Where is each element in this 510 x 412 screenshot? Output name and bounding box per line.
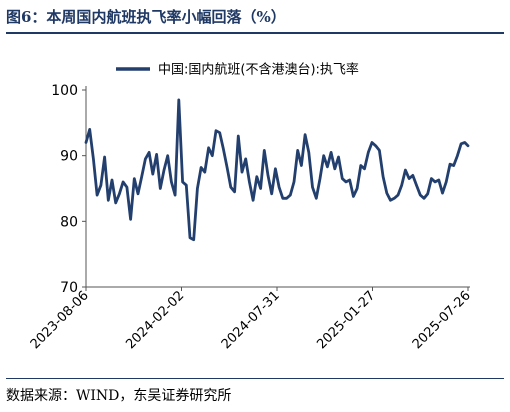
y-tick-label: 100 xyxy=(51,83,78,99)
legend-label: 中国:国内航班(不含港澳台):执飞率 xyxy=(158,62,359,78)
figure-title: 图6：本周国内航班执飞率小幅回落（%） xyxy=(6,8,286,26)
data-source-note: 数据来源：WIND，东吴证券研究所 xyxy=(6,388,232,404)
chart-series xyxy=(84,98,470,242)
chart-axes xyxy=(85,86,470,288)
y-tick-label: 90 xyxy=(60,149,78,165)
x-tick-label: 2025-07-26 xyxy=(410,288,474,352)
x-tick-label: 2024-02-02 xyxy=(123,288,187,352)
x-tick-label: 2023-08-06 xyxy=(28,288,92,352)
y-axis-ticks: 70 80 90 100 xyxy=(51,83,86,296)
y-tick-label: 80 xyxy=(60,214,78,230)
chart-legend: 中国:国内航班(不含港澳台):执飞率 xyxy=(116,62,359,78)
title-rule xyxy=(6,32,504,34)
series-line-0 xyxy=(84,98,470,242)
x-tick-label: 2025-01-27 xyxy=(314,288,378,352)
x-tick-label: 2024-07-31 xyxy=(219,288,283,352)
y-tick-label: 70 xyxy=(60,280,78,296)
x-axis-ticks: 2023-08-06 2024-02-02 2024-07-31 2025-01-27… xyxy=(28,287,474,352)
source-rule xyxy=(6,378,504,379)
